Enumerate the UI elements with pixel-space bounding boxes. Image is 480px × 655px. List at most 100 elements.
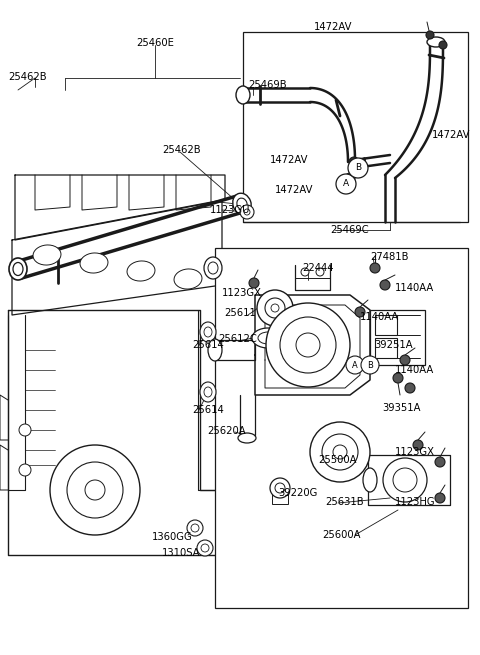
Ellipse shape [233, 193, 251, 215]
Text: 25500A: 25500A [318, 455, 357, 465]
Text: 25612C: 25612C [218, 334, 257, 344]
Text: 22444: 22444 [302, 263, 334, 273]
Bar [215, 248, 468, 608]
Circle shape [405, 383, 415, 393]
Bar [370, 310, 425, 365]
Circle shape [19, 464, 31, 476]
Circle shape [393, 468, 417, 492]
Ellipse shape [127, 261, 155, 281]
Text: B: B [355, 164, 361, 172]
Ellipse shape [200, 322, 216, 342]
Text: 25614: 25614 [192, 405, 224, 415]
Text: 1140AA: 1140AA [395, 365, 434, 375]
Circle shape [85, 480, 105, 500]
Circle shape [271, 304, 279, 312]
Circle shape [348, 158, 368, 178]
Bar [375, 315, 397, 335]
Ellipse shape [204, 327, 212, 337]
Text: 25611: 25611 [224, 308, 256, 318]
Circle shape [19, 424, 31, 436]
Circle shape [361, 356, 379, 374]
Bar [243, 32, 468, 222]
Circle shape [413, 440, 423, 450]
Circle shape [370, 263, 380, 273]
Text: 39220G: 39220G [278, 488, 317, 498]
Ellipse shape [200, 382, 216, 402]
Ellipse shape [238, 433, 256, 443]
Ellipse shape [208, 339, 222, 361]
Text: 1310SA: 1310SA [162, 548, 201, 558]
Circle shape [349, 157, 359, 167]
Circle shape [280, 317, 336, 373]
Ellipse shape [208, 262, 218, 274]
Text: 1140AA: 1140AA [395, 283, 434, 293]
Circle shape [322, 434, 358, 470]
Circle shape [439, 41, 447, 49]
Ellipse shape [363, 468, 377, 492]
Circle shape [310, 422, 370, 482]
Circle shape [333, 445, 347, 459]
Text: 25620A: 25620A [207, 426, 246, 436]
Ellipse shape [204, 387, 212, 397]
Circle shape [275, 483, 285, 493]
Circle shape [191, 524, 199, 532]
Circle shape [240, 205, 254, 219]
Ellipse shape [174, 269, 202, 289]
Circle shape [345, 173, 355, 183]
Text: 27481B: 27481B [370, 252, 408, 262]
Text: 1360GG: 1360GG [152, 532, 193, 542]
Circle shape [244, 209, 250, 215]
Circle shape [296, 333, 320, 357]
Text: 25631B: 25631B [325, 497, 364, 507]
Circle shape [346, 356, 364, 374]
Ellipse shape [236, 86, 250, 104]
Text: 1123GU: 1123GU [210, 205, 251, 215]
Circle shape [249, 278, 259, 288]
Circle shape [355, 307, 365, 317]
Circle shape [257, 290, 293, 326]
Ellipse shape [237, 198, 247, 210]
Text: 25614: 25614 [192, 340, 224, 350]
Text: 1472AV: 1472AV [270, 155, 309, 165]
Ellipse shape [9, 258, 27, 280]
Text: 1123HG: 1123HG [395, 497, 436, 507]
Text: 1140AA: 1140AA [360, 312, 399, 322]
Bar [375, 338, 397, 358]
Text: 25469B: 25469B [248, 80, 287, 90]
Text: 25469C: 25469C [330, 225, 369, 235]
Ellipse shape [13, 263, 23, 276]
Text: 1123GX: 1123GX [222, 288, 262, 298]
Circle shape [301, 268, 309, 276]
Text: 1472AV: 1472AV [432, 130, 470, 140]
Text: 25460E: 25460E [136, 38, 174, 48]
Text: 25462B: 25462B [8, 72, 47, 82]
Circle shape [201, 544, 209, 552]
Ellipse shape [252, 328, 284, 348]
Bar [272, 494, 288, 504]
Circle shape [266, 303, 350, 387]
Text: 1472AV: 1472AV [275, 185, 313, 195]
Circle shape [197, 540, 213, 556]
Text: 1123GX: 1123GX [395, 447, 435, 457]
Text: 1472AV: 1472AV [314, 22, 352, 32]
Circle shape [426, 31, 434, 39]
Circle shape [435, 493, 445, 503]
Text: 25600A: 25600A [322, 530, 360, 540]
Circle shape [393, 373, 403, 383]
Ellipse shape [80, 253, 108, 273]
Circle shape [67, 462, 123, 518]
Circle shape [50, 445, 140, 535]
Ellipse shape [33, 245, 61, 265]
Text: B: B [367, 360, 373, 369]
Ellipse shape [427, 37, 445, 47]
Circle shape [380, 280, 390, 290]
Text: 25462B: 25462B [162, 145, 201, 155]
Text: A: A [352, 360, 358, 369]
Text: A: A [343, 179, 349, 189]
Text: 39251A: 39251A [374, 340, 413, 350]
Circle shape [270, 478, 290, 498]
Circle shape [383, 458, 427, 502]
Text: 39351A: 39351A [382, 403, 420, 413]
Circle shape [336, 174, 356, 194]
Ellipse shape [258, 332, 278, 344]
